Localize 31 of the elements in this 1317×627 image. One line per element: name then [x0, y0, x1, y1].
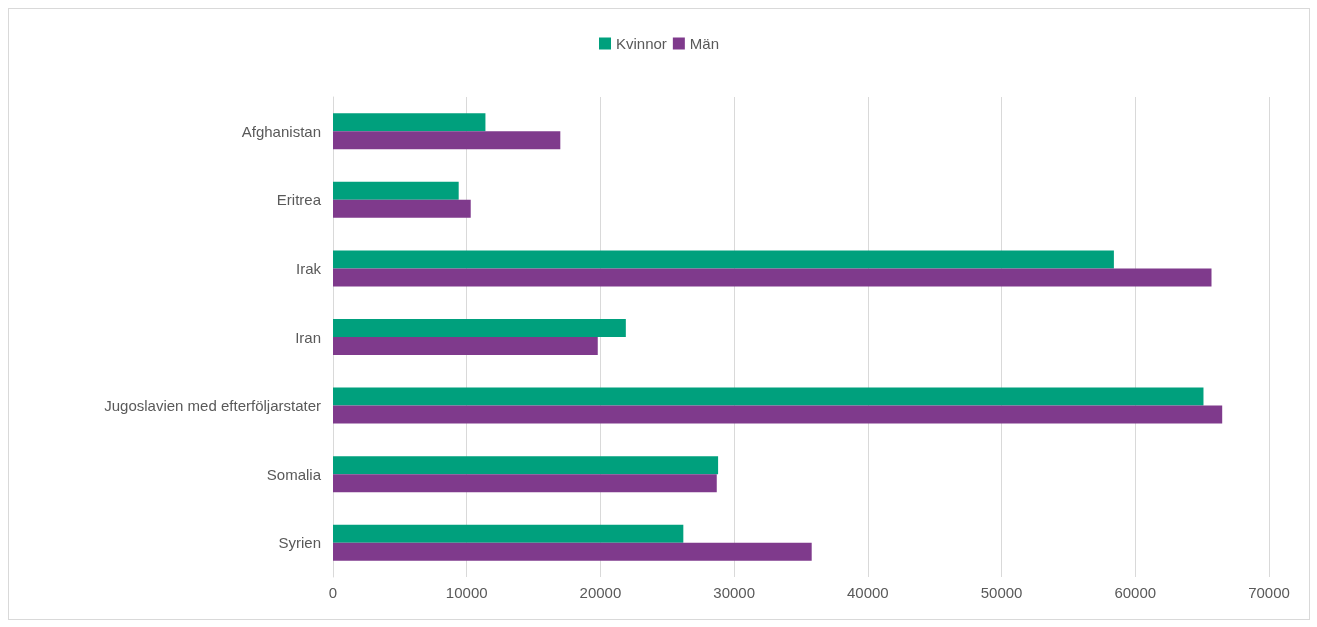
x-tick-label: 10000 — [445, 584, 488, 601]
bar — [333, 456, 719, 475]
bar — [333, 542, 812, 561]
bar — [333, 337, 598, 355]
x-tick-label: 50000 — [980, 584, 1023, 601]
y-tick-label: Afghanistan — [241, 122, 321, 140]
y-tick-label: Iran — [295, 328, 321, 346]
bar — [333, 524, 684, 543]
y-tick-label: Irak — [295, 259, 322, 277]
y-tick-label: Somalia — [266, 465, 322, 483]
legend-label: Kvinnor — [615, 35, 667, 52]
x-tick-label: 70000 — [1248, 584, 1290, 601]
y-tick-label: Eritrea — [276, 191, 322, 209]
bar — [333, 131, 561, 150]
bar — [333, 268, 1212, 287]
bar — [333, 199, 471, 218]
legend-label: Män — [689, 35, 720, 52]
bar — [333, 113, 486, 132]
x-tick-label: 0 — [328, 584, 338, 601]
y-tick-label: Syrien — [278, 534, 321, 552]
x-tick-label: 30000 — [713, 584, 755, 601]
y-tick-label: Jugoslavien med efterföljarstater — [104, 397, 321, 415]
bar — [333, 319, 626, 337]
bar — [333, 181, 459, 200]
x-tick-label: 40000 — [847, 584, 889, 601]
bar — [333, 474, 717, 493]
x-tick-label: 20000 — [579, 584, 622, 601]
x-tick-label: 60000 — [1114, 584, 1157, 601]
bar — [333, 405, 1223, 424]
bar — [333, 250, 1114, 269]
bar — [333, 387, 1204, 406]
